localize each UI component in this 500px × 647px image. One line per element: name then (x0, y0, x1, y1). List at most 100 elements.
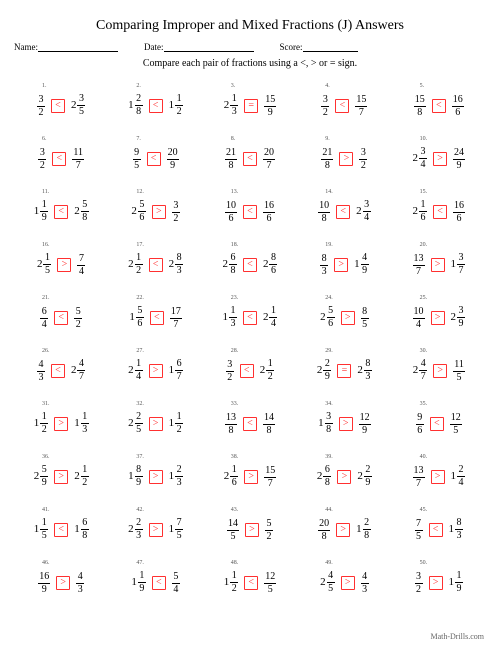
answer-box[interactable]: > (149, 470, 163, 484)
answer-box[interactable]: > (54, 470, 68, 484)
mixed-fraction: 214 (128, 359, 143, 382)
fraction: 166 (452, 93, 464, 118)
answer-box[interactable]: > (336, 523, 350, 537)
fraction-part: 95 (133, 148, 141, 171)
fraction-part: 209 (167, 148, 179, 171)
denominator: 2 (176, 425, 183, 435)
fraction-part: 157 (264, 466, 276, 489)
answer-box[interactable]: > (339, 417, 353, 431)
answer-box[interactable]: < (152, 576, 166, 590)
answer-box[interactable]: = (244, 99, 258, 113)
answer-box[interactable]: > (433, 152, 447, 166)
answer-box[interactable]: < (243, 258, 257, 272)
fraction-part: 115 (453, 360, 465, 383)
mixed-fraction: 115 (34, 518, 49, 541)
answer-box[interactable]: > (152, 205, 166, 219)
answer-box[interactable]: > (431, 311, 445, 325)
answer-box[interactable]: < (52, 152, 66, 166)
answer-box[interactable]: < (51, 99, 65, 113)
answer-box[interactable]: < (54, 523, 68, 537)
mixed-fraction: 119 (131, 571, 146, 594)
mixed-fraction: 168 (74, 518, 89, 541)
answer-box[interactable]: > (431, 470, 445, 484)
answer-box[interactable]: < (432, 99, 446, 113)
fraction-part: 67 (175, 359, 183, 382)
numerator: 7 (78, 254, 85, 264)
answer-box[interactable]: < (54, 205, 68, 219)
answer-box[interactable]: > (433, 364, 447, 378)
whole-part: 1 (318, 418, 324, 429)
answer-box[interactable]: < (336, 205, 350, 219)
answer-box[interactable]: < (243, 311, 257, 325)
answer-box[interactable]: < (54, 311, 68, 325)
fraction-part: 29 (323, 359, 331, 382)
problem-number: 49. (325, 560, 333, 566)
answer-box[interactable]: > (245, 523, 259, 537)
fraction-part: 47 (77, 359, 85, 382)
answer-box[interactable]: = (337, 364, 351, 378)
numerator: 7 (176, 518, 183, 528)
date-blank[interactable] (164, 42, 254, 52)
fraction-part: 125 (264, 572, 276, 595)
problem-number: 9. (325, 136, 330, 142)
answer-box[interactable]: > (54, 417, 68, 431)
score-blank[interactable] (303, 42, 358, 52)
whole-part: 1 (169, 100, 175, 111)
answer-box[interactable]: < (150, 311, 164, 325)
answer-box[interactable]: > (244, 470, 258, 484)
answer-box[interactable]: > (337, 470, 351, 484)
fraction-part: 137 (413, 466, 425, 489)
whole-part: 2 (413, 206, 419, 217)
answer-box[interactable]: > (57, 258, 71, 272)
answer-box[interactable]: < (429, 523, 443, 537)
answer-box[interactable]: < (243, 417, 257, 431)
problems-grid: 1.32<2352.128<1123.213=1594.32<1575.158<… (14, 79, 486, 609)
mixed-fraction: 268 (317, 465, 332, 488)
name-blank[interactable] (38, 42, 118, 52)
answer-box[interactable]: > (149, 364, 163, 378)
answer-box[interactable]: < (335, 99, 349, 113)
denominator: 7 (420, 372, 427, 382)
numerator: 1 (231, 94, 238, 104)
fraction-part: 12 (135, 253, 143, 276)
fraction: 177 (170, 305, 182, 330)
answer-box[interactable]: < (147, 152, 161, 166)
problem-number: 46. (42, 560, 50, 566)
answer-box[interactable]: < (243, 205, 257, 219)
answer-box[interactable]: > (339, 152, 353, 166)
mixed-fraction: 183 (449, 518, 464, 541)
answer-box[interactable]: > (149, 417, 163, 431)
problem: 218<207 (225, 146, 275, 171)
answer-box[interactable]: < (149, 258, 163, 272)
denominator: 2 (37, 108, 44, 118)
answer-box[interactable]: < (51, 364, 65, 378)
fraction-part: 75 (175, 518, 183, 541)
answer-box[interactable]: < (240, 364, 254, 378)
mixed-fraction: 234 (356, 200, 371, 223)
mixed-fraction: 247 (71, 359, 86, 382)
fraction: 32 (321, 93, 329, 118)
answer-box[interactable]: > (341, 311, 355, 325)
answer-box[interactable]: < (244, 576, 258, 590)
answer-box[interactable]: > (341, 576, 355, 590)
denominator: 8 (321, 214, 328, 224)
numerator: 8 (321, 254, 328, 264)
fraction-part: 83 (364, 359, 372, 382)
numerator: 1 (81, 465, 88, 475)
answer-box[interactable]: > (149, 523, 163, 537)
answer-box[interactable]: > (431, 258, 445, 272)
problem-cell: 39.268>229 (297, 450, 391, 503)
answer-box[interactable]: < (149, 99, 163, 113)
answer-box[interactable]: > (429, 576, 443, 590)
answer-box[interactable]: < (243, 152, 257, 166)
numerator: 1 (231, 465, 238, 475)
fraction-part: 166 (453, 201, 465, 224)
mixed-fraction: 112 (224, 571, 239, 594)
answer-box[interactable]: < (430, 417, 444, 431)
answer-box[interactable]: > (334, 258, 348, 272)
answer-box[interactable]: > (56, 576, 70, 590)
answer-box[interactable]: < (433, 205, 447, 219)
fraction-part: 129 (359, 413, 371, 436)
denominator: 5 (229, 532, 236, 542)
fraction-part: 32 (415, 572, 423, 595)
